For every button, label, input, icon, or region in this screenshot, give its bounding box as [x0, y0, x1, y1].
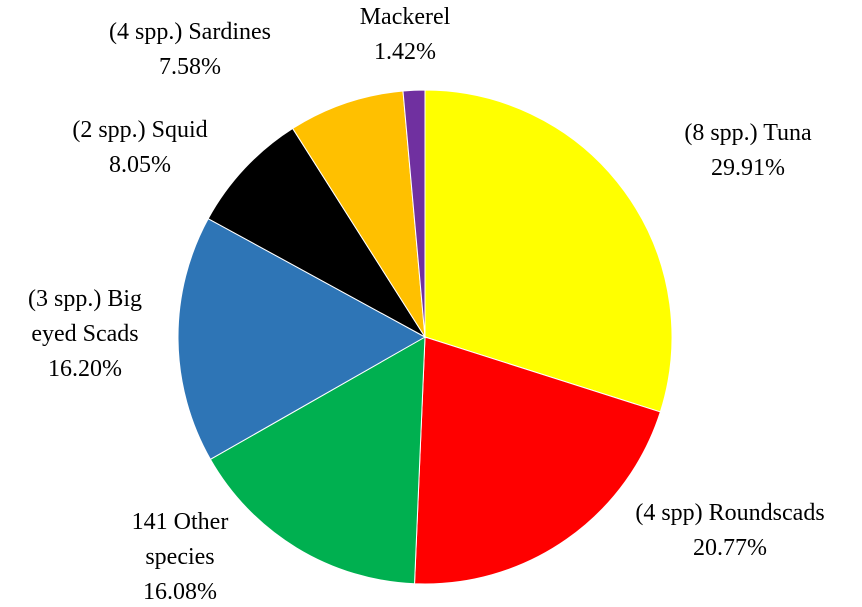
value-label: 1.42% — [373, 39, 436, 65]
value-label: 8.05% — [109, 152, 171, 178]
slice-label: Mackerel 1.42% — [360, 0, 451, 70]
slice-label: (3 spp.) Big eyed Scads 16.20% — [3, 282, 168, 387]
pie-slice — [402, 89, 426, 338]
category-label: 141 Other species — [131, 509, 229, 570]
pie-slice — [414, 336, 661, 585]
value-label: 16.08% — [143, 579, 217, 605]
category-label: (2 spp.) Squid — [72, 117, 208, 143]
slice-label: (4 spp.) Sardines 7.58% — [109, 15, 271, 85]
category-label: (4 spp) Roundscads — [635, 500, 825, 526]
value-label: 29.91% — [710, 155, 785, 181]
pie-slice — [424, 89, 673, 413]
slice-label: (2 spp.) Squid 8.05% — [72, 113, 207, 183]
slice-label: (4 spp) Roundscads 20.77% — [635, 496, 824, 566]
category-label: (8 spp.) Tuna — [684, 120, 812, 146]
category-label: (3 spp.) Big eyed Scads — [28, 286, 142, 347]
value-label: 20.77% — [692, 535, 767, 561]
value-label: 16.20% — [48, 356, 122, 382]
value-label: 7.58% — [158, 54, 221, 80]
pie-slice — [291, 90, 426, 338]
slice-label: (8 spp.) Tuna 29.91% — [684, 116, 811, 186]
pie-slice — [207, 127, 427, 339]
category-label: (4 spp.) Sardines — [109, 19, 271, 45]
category-label: Mackerel — [359, 4, 451, 30]
slice-label: 141 Other species 16.08% — [115, 505, 245, 607]
pie-slice — [177, 217, 427, 461]
pie-slice — [209, 336, 426, 585]
